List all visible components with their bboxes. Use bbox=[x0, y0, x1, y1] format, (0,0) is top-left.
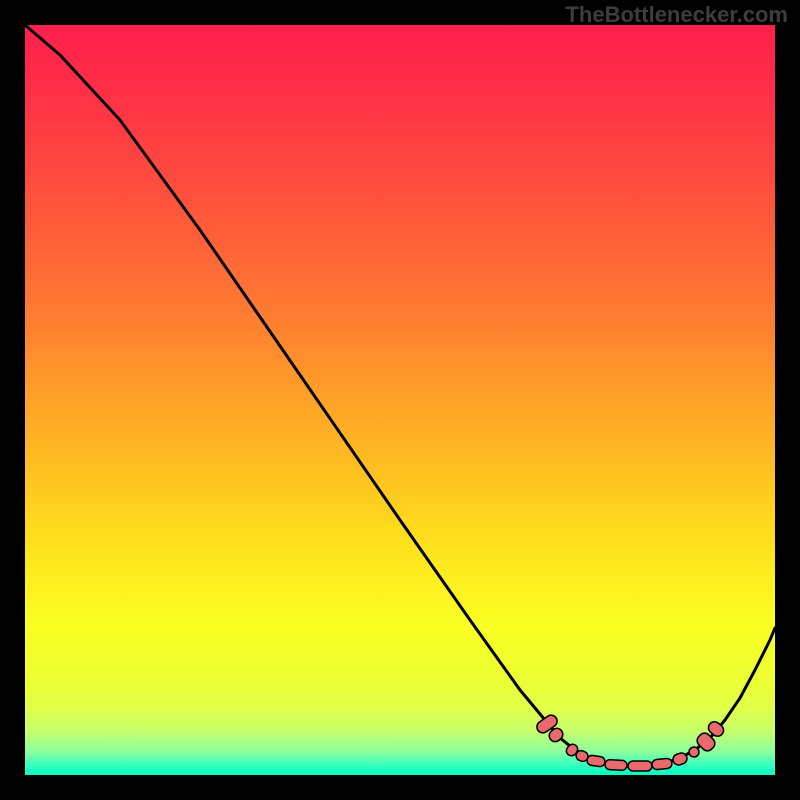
data-marker bbox=[652, 758, 673, 770]
data-marker bbox=[605, 759, 627, 770]
data-marker bbox=[628, 761, 652, 771]
chart-svg bbox=[0, 0, 800, 800]
data-marker bbox=[586, 755, 605, 767]
watermark-text: TheBottlenecker.com bbox=[565, 2, 788, 28]
chart-root: TheBottlenecker.com bbox=[0, 0, 800, 800]
bottleneck-curve bbox=[25, 25, 775, 766]
